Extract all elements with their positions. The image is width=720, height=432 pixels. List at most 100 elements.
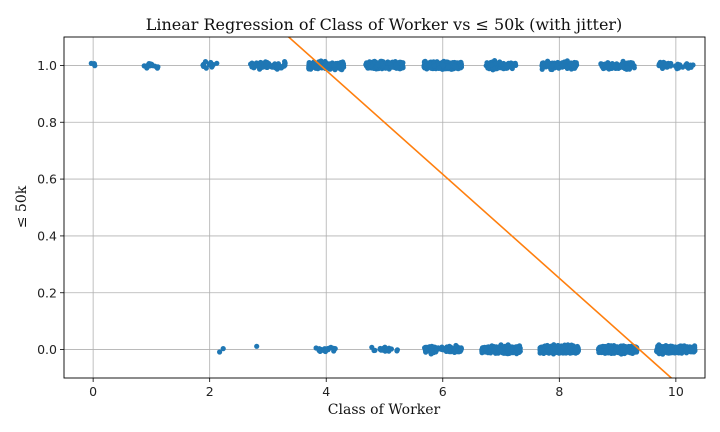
y-axis-title: ≤ 50k — [14, 185, 30, 228]
scatter-point — [539, 347, 545, 353]
scatter-point — [440, 62, 446, 69]
scatter-point — [384, 65, 390, 71]
regression-line — [287, 37, 673, 378]
regression-line-layer — [287, 37, 673, 378]
scatter-point — [627, 61, 634, 67]
scatter-point — [426, 62, 432, 68]
y-tick-label: 0.8 — [37, 115, 57, 130]
scatter-point — [484, 60, 490, 66]
scatter-point — [564, 65, 570, 71]
y-tick-label: 0.0 — [37, 342, 57, 357]
scatter-point — [559, 349, 565, 355]
scatter-point — [436, 65, 442, 71]
scatter-point — [380, 347, 386, 353]
scatter-point — [200, 62, 206, 68]
scatter-point — [323, 346, 329, 352]
scatter-point — [203, 65, 209, 71]
scatter-point — [676, 65, 682, 71]
scatter-point — [488, 62, 495, 68]
scatter-point — [689, 347, 695, 353]
scatter-point — [264, 59, 270, 66]
y-tick-label: 1.0 — [37, 58, 57, 73]
scatter-point — [603, 348, 609, 354]
scatter-point — [375, 62, 381, 68]
scatter-point — [208, 59, 214, 66]
scatter-point — [613, 64, 619, 70]
scatter-point — [504, 63, 510, 69]
y-axis-ticks: 0.0 0.2 0.4 0.6 0.8 1.0 — [37, 58, 64, 357]
scatter-point — [254, 343, 260, 349]
scatter-point — [275, 64, 281, 70]
scatter-point — [625, 65, 631, 71]
scatter-point — [332, 67, 338, 73]
scatter-point — [509, 61, 515, 67]
scatter-point — [552, 346, 558, 352]
scatter-point — [281, 63, 287, 69]
scatter-point — [429, 348, 435, 354]
x-tick-label: 10 — [668, 384, 684, 399]
scatter-point — [514, 345, 520, 351]
scatter-point — [497, 347, 503, 353]
x-tick-label: 4 — [322, 384, 330, 399]
scatter-point — [662, 347, 668, 353]
scatter-point — [611, 350, 617, 356]
scatter-point — [607, 349, 613, 355]
scatter-point — [316, 346, 322, 352]
scatter-point — [613, 346, 620, 352]
data-points — [88, 58, 698, 357]
x-axis-title: Class of Worker — [328, 402, 441, 418]
scatter-point — [570, 63, 577, 69]
scatter-point — [256, 63, 263, 69]
scatter-point — [149, 63, 155, 69]
scatter-point — [322, 63, 328, 69]
x-tick-label: 2 — [206, 384, 214, 399]
x-tick-label: 6 — [439, 384, 447, 399]
scatter-point — [331, 62, 337, 68]
scatter-point — [372, 347, 378, 353]
scatter-point — [339, 67, 345, 73]
scatter-point — [482, 345, 489, 351]
scatter-point — [545, 347, 551, 353]
y-tick-label: 0.2 — [37, 285, 57, 300]
scatter-point — [326, 62, 332, 68]
scatter-point — [451, 63, 457, 69]
scatter-point — [663, 62, 669, 68]
x-tick-label: 0 — [89, 384, 97, 399]
scatter-point — [394, 65, 400, 71]
scatter-point — [445, 64, 451, 70]
scatter-point — [431, 63, 437, 69]
scatter-point — [458, 346, 464, 352]
scatter-point — [249, 64, 255, 70]
chart-title: Linear Regression of Class of Worker vs … — [146, 15, 623, 34]
scatter-point — [560, 63, 566, 69]
scatter-point — [491, 348, 497, 354]
plot-frame — [63, 36, 706, 379]
scatter-point — [331, 345, 337, 351]
scatter-point — [549, 63, 555, 69]
scatter-point — [619, 63, 625, 69]
scatter-point — [669, 347, 676, 353]
scatter-point — [387, 60, 393, 66]
scatter-point — [683, 346, 690, 352]
scatter-point — [599, 64, 605, 70]
scatter-point — [498, 61, 504, 67]
scatter-point — [217, 349, 223, 355]
scatter-point — [429, 343, 435, 349]
scatter-point — [573, 347, 579, 353]
scatter-point — [388, 346, 394, 352]
x-axis-ticks: 0 2 4 6 8 10 — [89, 378, 684, 399]
scatter-point — [394, 348, 400, 354]
y-tick-label: 0.4 — [37, 228, 57, 243]
scatter-point — [505, 346, 511, 352]
scatter-point — [364, 61, 371, 67]
scatter-point — [688, 64, 694, 70]
scatter-point — [624, 348, 631, 354]
scatter-point — [306, 60, 312, 66]
scatter-point — [598, 348, 604, 354]
scatter-point — [88, 60, 94, 66]
scatter-point — [605, 63, 611, 69]
y-tick-label: 0.6 — [37, 172, 57, 187]
scatter-point — [560, 344, 566, 350]
